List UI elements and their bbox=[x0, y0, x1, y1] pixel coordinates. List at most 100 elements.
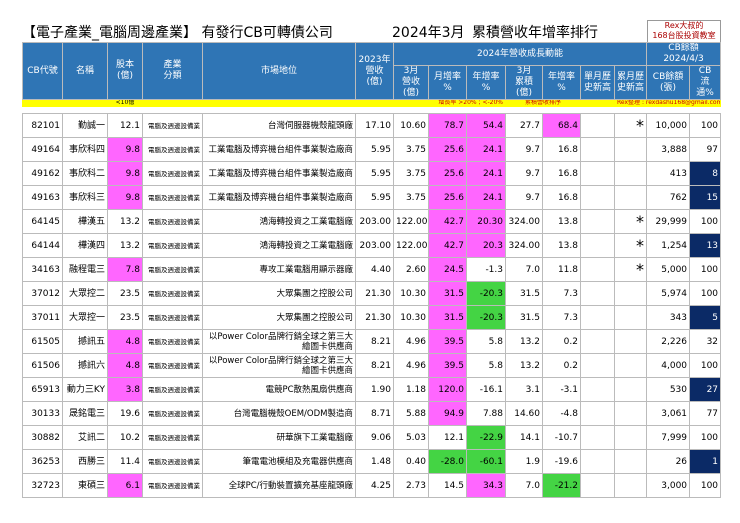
cb-balance: 4,000 bbox=[646, 353, 691, 378]
capital: 23.5 bbox=[107, 305, 143, 330]
cb-code: 49163 bbox=[22, 185, 63, 210]
name: 樺漢四 bbox=[62, 233, 108, 258]
industry: 電腦及週邊設備業 bbox=[142, 425, 203, 450]
revenue-mar: 5.03 bbox=[393, 425, 429, 450]
mom-growth: 14.5 bbox=[428, 473, 467, 498]
month-high bbox=[580, 449, 615, 474]
data-row: 49164 事欣科四 9.8 電腦及週邊設備業 工業電腦及博弈機台組件事業製造廠商 5.9… bbox=[22, 137, 722, 162]
revenue-mar: 3.75 bbox=[393, 161, 429, 186]
cum-high bbox=[613, 185, 648, 210]
header-row: 3月 營收(億) 月增率 % 年增率 % 3月 累積(億) 年增率 % 單月歷 史新高 累月… bbox=[23, 65, 722, 100]
header-cell: 3月 營收(億) bbox=[393, 65, 429, 100]
market-position: 研華旗下工業電腦廠 bbox=[202, 425, 356, 450]
name: 動力三KY bbox=[62, 377, 108, 402]
data-row: 82101 勤誠一 12.1 電腦及週邊設備業 台灣伺服器機殼龍頭廠 17.10 10.60… bbox=[22, 113, 722, 138]
data-row: 37011 大眾控一 23.5 電腦及週邊設備業 大眾集團之控股公司 21.30 10.30… bbox=[22, 305, 722, 330]
name: 西勝三 bbox=[62, 449, 108, 474]
industry: 電腦及週邊設備業 bbox=[142, 257, 203, 282]
cum-high: * bbox=[613, 113, 648, 138]
cum-yoy-growth: -4.8 bbox=[542, 401, 581, 426]
yoy-growth: 20.3 bbox=[466, 233, 506, 258]
yoy-growth: -1.3 bbox=[466, 257, 506, 282]
capital: 10.2 bbox=[107, 425, 143, 450]
revenue-2023: 203.00 bbox=[355, 209, 394, 234]
cb-code: 82101 bbox=[22, 113, 63, 138]
revenue-2023: 8.71 bbox=[355, 401, 394, 426]
title-month: 2024年3月 bbox=[392, 25, 465, 41]
capital: 9.8 bbox=[107, 137, 143, 162]
cb-code: 30133 bbox=[22, 401, 63, 426]
data-row: 65913 動力三KY 3.8 電腦及週邊設備業 電競PC散熱風扇供應商 1.90 1.18… bbox=[22, 377, 722, 402]
month-high bbox=[580, 329, 615, 354]
cum-yoy-growth: 11.8 bbox=[542, 257, 581, 282]
market-position: 工業電腦及博弈機台組件事業製造廠商 bbox=[202, 185, 356, 210]
cb-balance: 530 bbox=[646, 377, 691, 402]
capital: 13.2 bbox=[107, 209, 143, 234]
cum-high bbox=[613, 305, 648, 330]
revenue-2023: 21.30 bbox=[355, 281, 394, 306]
market-position: 以Power Color品牌行銷全球之第三大繪圖卡供應商 bbox=[202, 329, 356, 354]
revenue-2023: 5.95 bbox=[355, 161, 394, 186]
yoy-growth: -20.3 bbox=[466, 281, 506, 306]
header-cell: 單月歷 史新高 bbox=[580, 65, 615, 100]
market-position: 台灣伺服器機殼龍頭廠 bbox=[202, 113, 356, 138]
cum-yoy-growth: -10.7 bbox=[542, 425, 581, 450]
cum-yoy-growth: 16.8 bbox=[542, 137, 581, 162]
revenue-2023: 21.30 bbox=[355, 305, 394, 330]
revenue-cum: 13.2 bbox=[505, 353, 543, 378]
revenue-cum: 14.1 bbox=[505, 425, 543, 450]
cum-high: * bbox=[613, 209, 648, 234]
data-row: 61505 撼訊五 4.8 電腦及週邊設備業 以Power Color品牌行銷全球之第三… bbox=[22, 329, 722, 354]
capital: 9.8 bbox=[107, 185, 143, 210]
cb-float: 77 bbox=[689, 401, 722, 426]
yoy-growth: -16.1 bbox=[466, 377, 506, 402]
yoy-growth: 5.8 bbox=[466, 353, 506, 378]
industry: 電腦及週邊設備業 bbox=[142, 305, 203, 330]
yoy-growth: 24.1 bbox=[466, 137, 506, 162]
cb-float: 100 bbox=[689, 473, 722, 498]
capital: 7.8 bbox=[107, 257, 143, 282]
cb-balance: 5,974 bbox=[646, 281, 691, 306]
header-cell: 累月歷 史新高 bbox=[613, 65, 648, 100]
cum-yoy-growth: -3.1 bbox=[542, 377, 581, 402]
cb-float: 97 bbox=[689, 137, 722, 162]
cb-balance: 2,226 bbox=[646, 329, 691, 354]
cb-code: 37011 bbox=[22, 305, 63, 330]
industry: 電腦及週邊設備業 bbox=[142, 209, 203, 234]
yoy-growth: -60.1 bbox=[466, 449, 506, 474]
cb-float: 27 bbox=[689, 377, 722, 402]
badge-line: Rex大叔的 bbox=[664, 21, 704, 30]
capital: 9.8 bbox=[107, 161, 143, 186]
legend-spacer bbox=[22, 99, 108, 107]
cum-yoy-growth: 13.8 bbox=[542, 209, 581, 234]
capital: 3.8 bbox=[107, 377, 143, 402]
cb-code: 32723 bbox=[22, 473, 63, 498]
cb-code: 61505 bbox=[22, 329, 63, 354]
capital: 11.4 bbox=[107, 449, 143, 474]
revenue-2023: 1.48 bbox=[355, 449, 394, 474]
mom-growth: 39.5 bbox=[428, 329, 467, 354]
cum-high bbox=[613, 473, 648, 498]
revenue-2023: 4.40 bbox=[355, 257, 394, 282]
market-position: 大眾集團之控股公司 bbox=[202, 281, 356, 306]
revenue-mar: 3.75 bbox=[393, 137, 429, 162]
cb-code: 61506 bbox=[22, 353, 63, 378]
legend-note: Rex整理 : rexdashu168@gmail.com bbox=[613, 99, 722, 107]
header-group: CB餘額 2024/4/3 bbox=[646, 42, 722, 66]
cb-code: 36253 bbox=[22, 449, 63, 474]
revenue-mar: 122.00 bbox=[393, 233, 429, 258]
mom-growth: 12.1 bbox=[428, 425, 467, 450]
name: 撼訊五 bbox=[62, 329, 108, 354]
revenue-2023: 9.06 bbox=[355, 425, 394, 450]
yoy-growth: 24.1 bbox=[466, 161, 506, 186]
cb-float: 5 bbox=[689, 305, 722, 330]
market-position: 工業電腦及博弈機台組件事業製造廠商 bbox=[202, 137, 356, 162]
cb-code: 34163 bbox=[22, 257, 63, 282]
revenue-mar: 10.60 bbox=[393, 113, 429, 138]
market-position: 台灣電腦機殼OEM/ODM製造商 bbox=[202, 401, 356, 426]
mom-growth: 31.5 bbox=[428, 281, 467, 306]
industry: 電腦及週邊設備業 bbox=[142, 353, 203, 378]
yoy-growth: -20.3 bbox=[466, 305, 506, 330]
capital: 19.6 bbox=[107, 401, 143, 426]
revenue-mar: 10.30 bbox=[393, 305, 429, 330]
